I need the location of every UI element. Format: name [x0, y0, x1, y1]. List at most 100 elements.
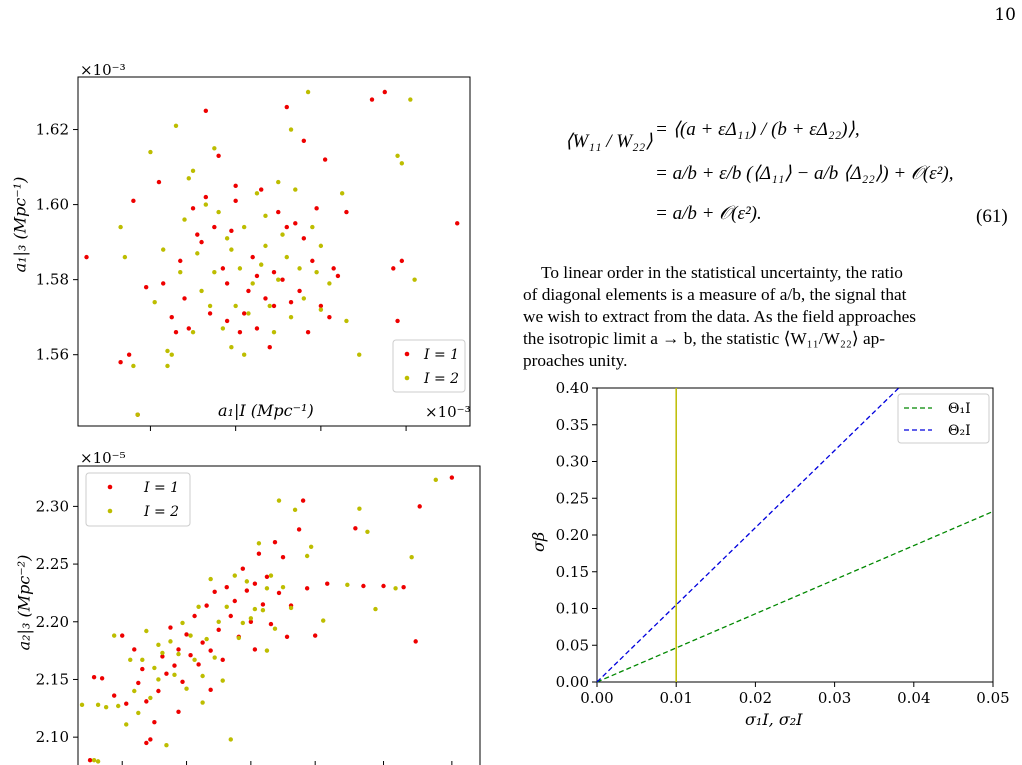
data-point — [196, 662, 201, 667]
y-tick-label: 2.10 — [36, 728, 69, 746]
legend-2: I = 1 I = 2 — [85, 472, 191, 527]
data-point — [178, 269, 183, 275]
data-point — [207, 303, 213, 309]
data-point — [395, 318, 400, 324]
data-point — [204, 603, 209, 608]
data-point — [284, 634, 290, 639]
data-point — [252, 581, 258, 586]
data-point — [180, 620, 185, 626]
data-point — [212, 589, 217, 594]
data-point — [224, 584, 229, 590]
data-point — [263, 296, 268, 301]
data-point — [116, 703, 121, 709]
y-tick-label: 1.60 — [36, 196, 69, 214]
legend-marker-i1-2 — [107, 484, 113, 490]
y-tick-label: 0.10 — [556, 600, 589, 618]
data-point — [156, 642, 161, 648]
data-point — [216, 627, 221, 633]
data-point — [220, 266, 226, 271]
data-point — [161, 281, 166, 286]
data-point — [176, 647, 181, 652]
data-point — [280, 277, 285, 282]
data-point — [297, 266, 302, 271]
equation-number: (61) — [976, 206, 1008, 227]
data-point — [276, 209, 281, 215]
data-point — [203, 202, 209, 207]
y-axis-label-2: a₂|₃ (Mpc⁻²) — [14, 554, 34, 651]
data-point — [280, 584, 286, 590]
data-point — [339, 191, 345, 196]
data-point — [207, 311, 213, 316]
x-axis-label-3: σ₁I, σ₂I — [745, 710, 803, 729]
data-point — [288, 314, 294, 320]
data-point — [140, 666, 145, 672]
y-tick-label: 2.15 — [36, 670, 69, 688]
data-point — [173, 123, 179, 128]
data-point — [254, 326, 260, 331]
y-tick-label: 0.30 — [556, 453, 589, 471]
legend-marker-i2 — [404, 375, 410, 381]
data-point — [143, 284, 149, 290]
data-point — [208, 687, 213, 693]
data-point — [297, 288, 302, 294]
data-point — [256, 551, 262, 556]
data-point — [304, 553, 310, 559]
data-point — [246, 288, 251, 294]
data-point — [203, 108, 209, 113]
data-point — [195, 232, 200, 237]
data-point — [276, 179, 281, 185]
data-point — [200, 673, 205, 679]
data-point — [212, 224, 217, 230]
data-point — [292, 507, 298, 513]
y-tick-label: 0.40 — [556, 380, 589, 397]
paragraph-line: of diagonal elements is a measure of a/b… — [523, 285, 907, 304]
data-point — [248, 619, 254, 624]
data-point — [120, 633, 125, 638]
body-paragraph: To linear order in the statistical uncer… — [523, 262, 1017, 372]
line-chart-sigma-beta: 0.00 0.01 0.02 0.03 0.04 0.05 0.00 0.05 0.10 0.15… — [529, 380, 1010, 729]
data-point — [240, 566, 246, 571]
data-point — [118, 224, 123, 230]
data-point — [220, 326, 226, 331]
legend: I = 1 I = 2 — [392, 339, 466, 393]
x-tick-label: 0.02 — [739, 689, 772, 707]
y-tick-label: 0.05 — [556, 636, 589, 654]
data-point — [395, 153, 400, 159]
data-point — [192, 657, 197, 663]
data-point — [200, 640, 205, 645]
data-point — [216, 209, 221, 215]
data-point — [180, 679, 185, 684]
data-point — [241, 311, 247, 316]
data-point — [237, 329, 243, 335]
equation-lhs: ⟨W₁₁ / W₂₂⟩ — [565, 131, 653, 152]
data-point — [268, 621, 274, 627]
data-point — [280, 554, 286, 560]
data-point — [327, 314, 332, 320]
data-point — [296, 527, 302, 532]
data-point — [131, 198, 136, 204]
y-tick-label: 2.30 — [36, 497, 69, 515]
x-tick-label: 0.04 — [897, 689, 930, 707]
data-point — [254, 191, 260, 196]
data-point — [263, 243, 268, 249]
paragraph-line: proaches unity. — [523, 351, 628, 370]
data-point — [224, 281, 230, 286]
x-tick-label: 1.20 — [134, 434, 167, 435]
data-point — [196, 604, 201, 609]
data-point — [208, 648, 213, 653]
data-point — [271, 329, 277, 335]
data-point — [409, 554, 414, 560]
data-point — [233, 183, 238, 189]
data-point — [391, 266, 396, 271]
legend-marker-i1 — [404, 351, 410, 357]
data-point — [455, 221, 460, 226]
data-point — [267, 344, 272, 350]
data-point — [357, 506, 362, 511]
data-point — [186, 326, 191, 331]
data-point — [203, 194, 209, 200]
data-point — [199, 288, 204, 294]
data-point — [412, 277, 417, 282]
data-point — [335, 273, 341, 279]
data-point — [111, 633, 117, 638]
data-point — [344, 318, 349, 324]
